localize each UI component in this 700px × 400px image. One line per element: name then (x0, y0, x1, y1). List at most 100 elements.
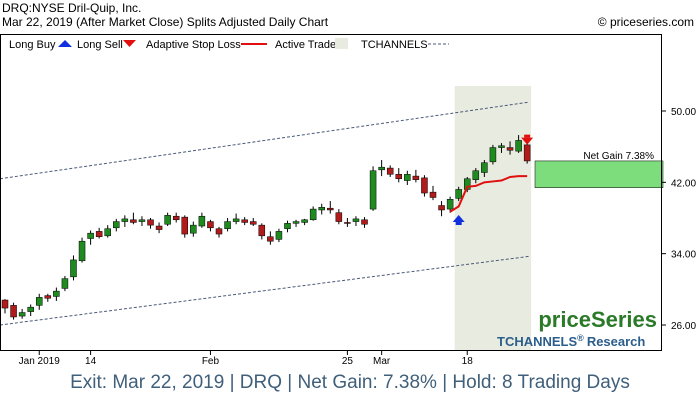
candle-body (327, 207, 334, 211)
candle-body (275, 231, 283, 240)
candlestick (155, 222, 163, 234)
candle-body (138, 219, 146, 222)
legend-long-buy-label: Long Buy (9, 39, 56, 51)
long-sell-arrow-icon (123, 40, 136, 47)
candlestick (18, 308, 26, 319)
candle-body (181, 216, 189, 235)
candle-body (241, 219, 248, 223)
candle-body (361, 219, 368, 225)
candlestick (147, 218, 154, 229)
candlestick (258, 223, 266, 240)
candle-body (1, 299, 9, 309)
candlestick (515, 135, 522, 153)
candlestick (190, 221, 197, 237)
candle-body (155, 225, 163, 230)
plot-background (0, 34, 662, 351)
x-tick-label: Feb (202, 356, 220, 367)
candle-body (386, 167, 394, 175)
candle-body (515, 140, 522, 152)
candle-body (95, 231, 103, 237)
x-tick-label: 18 (462, 356, 474, 367)
candlestick (198, 212, 206, 228)
candle-body (378, 166, 385, 171)
candlestick (267, 231, 274, 245)
candlestick (249, 218, 257, 227)
candle-body (318, 207, 325, 211)
candlestick (104, 225, 111, 238)
candle-body (121, 218, 129, 222)
long-buy-arrow-icon (58, 40, 72, 47)
candle-body (70, 259, 77, 278)
candle-body (249, 221, 257, 225)
candlestick (224, 218, 231, 232)
candle-body (207, 221, 214, 229)
plot-border (0, 34, 662, 351)
research-label: Research (587, 334, 646, 349)
candle-body (344, 222, 351, 224)
candle-body (498, 145, 505, 148)
candlestick (369, 166, 377, 211)
chart-subtitle: Mar 22, 2019 (After Market Close) Splits… (2, 15, 329, 29)
x-tick-label: Jan 2019 (19, 356, 61, 367)
candlestick (344, 218, 351, 227)
copyright-label: © priceseries.com (597, 15, 694, 29)
candle-body (429, 191, 437, 198)
candlestick (429, 185, 437, 201)
candlestick (78, 237, 86, 263)
candlestick (87, 230, 94, 245)
candlestick (95, 227, 103, 239)
candle-body (215, 228, 223, 235)
candlestick (172, 212, 180, 223)
x-tick-label: Mar (373, 356, 391, 367)
candlestick (498, 143, 505, 153)
candlestick (121, 215, 129, 227)
net-gain-box (534, 160, 664, 188)
tchannels-research-brand: TCHANNELS (497, 334, 577, 349)
candlestick (207, 219, 214, 232)
candlestick (455, 186, 462, 202)
candle-body (463, 178, 471, 190)
tchannel-upper-line (0, 101, 530, 180)
candle-body (61, 278, 69, 289)
candle-body (481, 162, 488, 173)
x-tick-label: 14 (85, 356, 97, 367)
candlestick (395, 168, 403, 183)
legend-adaptive-stop-label: Adaptive Stop Loss (146, 39, 241, 51)
candle-body (87, 232, 94, 239)
price-chart-svg: 26.00 34.00 42.00 50.00 Jan 2019 14 Feb 25 Mar 18… (0, 34, 696, 367)
candlestick (70, 255, 77, 281)
candlestick (463, 176, 471, 193)
y-tick-label: 42.00 (671, 178, 696, 189)
candlestick (164, 212, 171, 227)
candlestick (138, 216, 146, 227)
candlestick (335, 209, 343, 225)
active-trade-legend-swatch (335, 38, 348, 49)
candle-body (53, 290, 60, 297)
candle-body (113, 221, 120, 229)
candlestick (113, 218, 120, 232)
candle-body (369, 170, 377, 210)
legend: Long Buy Long Sell Adaptive Stop Loss Ac… (9, 38, 449, 51)
candlestick (181, 215, 189, 238)
candle-body (395, 174, 403, 180)
candle-body (172, 215, 180, 221)
y-tick-label: 50.00 (671, 107, 696, 118)
candlestick (284, 220, 291, 233)
candle-body (421, 177, 428, 194)
candle-body (27, 306, 34, 312)
candle-body (44, 295, 52, 299)
legend-active-trade-label: Active Trade (275, 39, 336, 51)
candle-body (10, 305, 17, 318)
candle-body (404, 174, 411, 181)
long-sell-marker (521, 137, 534, 145)
candle-body (438, 205, 445, 211)
candlestick (232, 213, 240, 225)
long-buy-marker-stem (455, 222, 462, 225)
candlestick (318, 203, 325, 215)
candle-body (232, 218, 240, 222)
candlestick (404, 170, 411, 186)
candle-body (104, 228, 111, 237)
x-tick-label: 25 (342, 356, 354, 367)
candlestick (1, 299, 9, 314)
adaptive-stop-line (449, 175, 528, 213)
